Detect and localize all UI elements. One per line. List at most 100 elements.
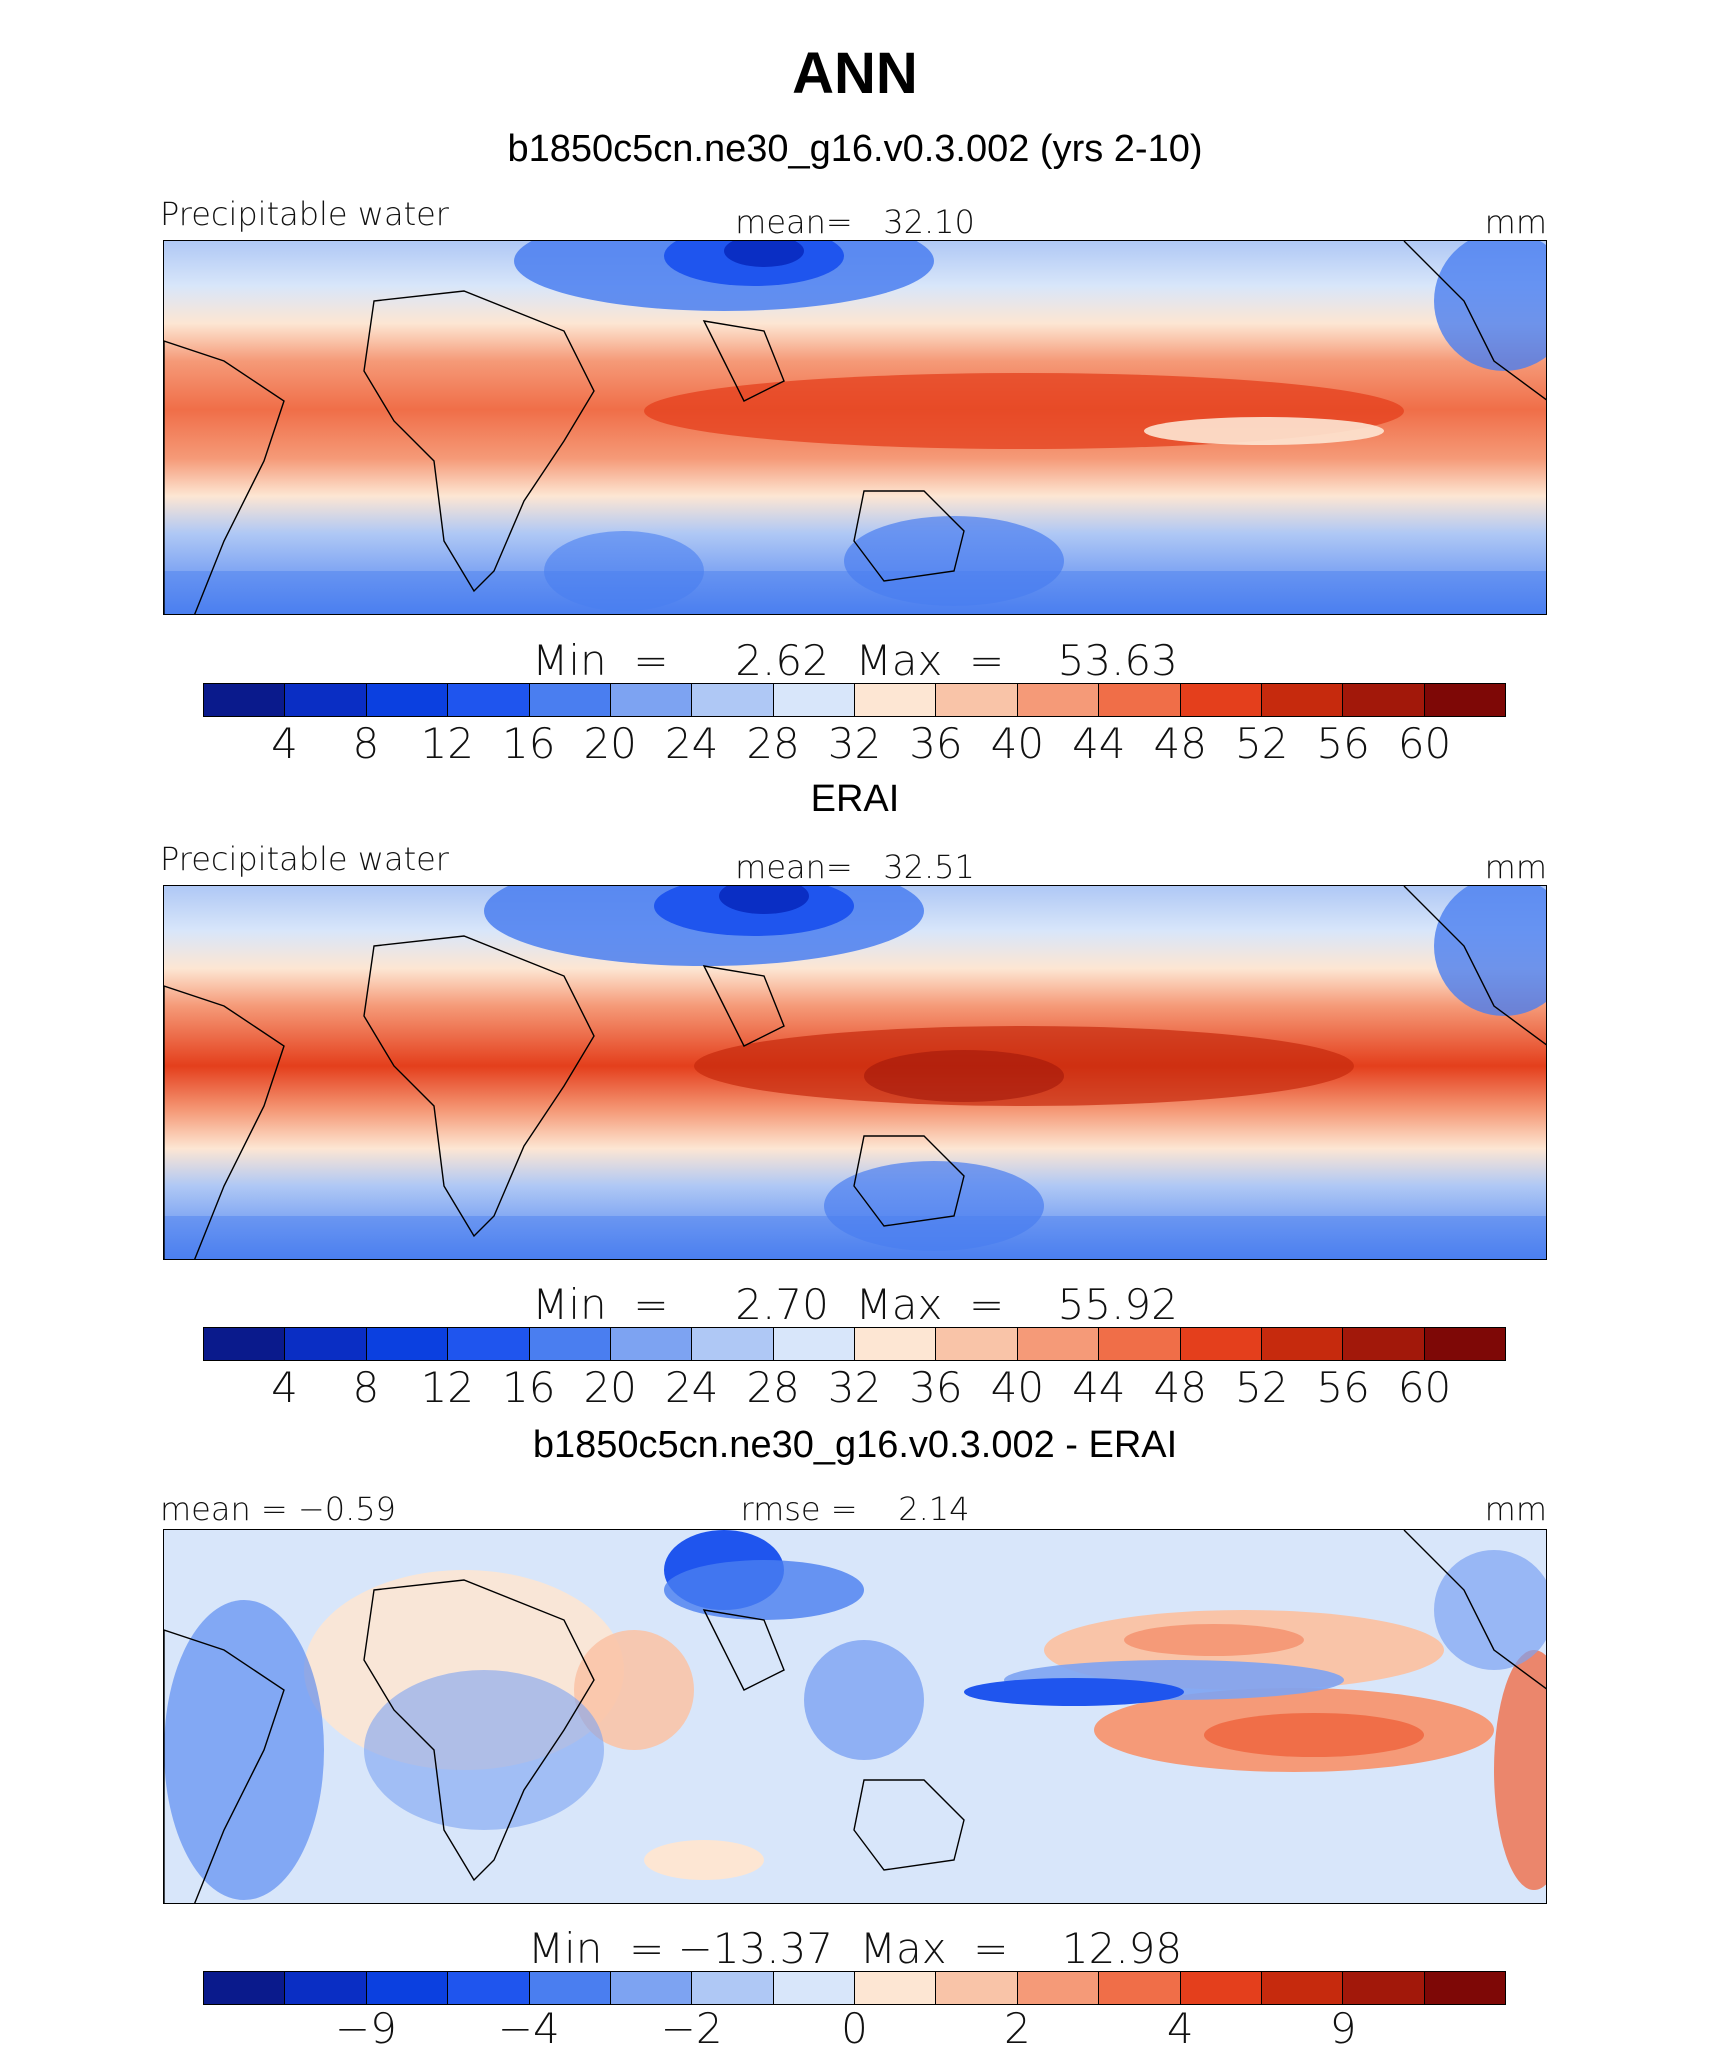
- panel-3-units-label: mm: [1484, 1490, 1547, 1528]
- colorbar-cell: [1261, 1972, 1344, 2004]
- panel-1-minmax: Min = 2.62 Max = 53.63: [532, 636, 1178, 685]
- panel-2-colorbar: [203, 1327, 1506, 1361]
- colorbar-cell: [936, 684, 1018, 716]
- colorbar-cell: [1017, 1328, 1100, 1360]
- colorbar-tick-label: 44: [1072, 1363, 1126, 1412]
- panel-3-mean-label: mean = −0.59: [160, 1490, 396, 1528]
- panel-1-variable-label: Precipitable water: [160, 195, 449, 233]
- panel-2-minmax: Min = 2.70 Max = 55.92: [532, 1280, 1178, 1329]
- panel-3-colorbar: [203, 1971, 1506, 2005]
- colorbar-cell: [285, 1328, 367, 1360]
- colorbar-cell: [1343, 684, 1425, 716]
- colorbar-tick-label: 24: [664, 1363, 719, 1412]
- colorbar-tick-label: 9: [1329, 2004, 1357, 2053]
- colorbar-cell: [936, 1328, 1018, 1360]
- colorbar-tick-label: 20: [583, 1363, 637, 1412]
- colorbar-tick-label: 52: [1234, 719, 1289, 768]
- colorbar-cell: [1424, 1972, 1505, 2004]
- panel-3-map-svg: [164, 1530, 1546, 1903]
- colorbar-cell: [1424, 1328, 1505, 1360]
- colorbar-cell: [1180, 1328, 1262, 1360]
- colorbar-cell: [1099, 684, 1181, 716]
- colorbar-cell: [204, 1328, 286, 1360]
- colorbar-tick-label: 16: [502, 1363, 556, 1412]
- colorbar-tick-label: 12: [420, 1363, 475, 1412]
- colorbar-tick-label: 48: [1153, 719, 1207, 768]
- colorbar-tick-label: 36: [909, 719, 963, 768]
- colorbar-cell: [610, 684, 693, 716]
- panel-2-colorbar-ticks: 4 8 12 16 20 24 28 32 36 40 44 48 52 56 …: [203, 1363, 1506, 1413]
- panel-3-minmax: Min = −13.37 Max = 12.98: [527, 1924, 1183, 1973]
- panel-3-subtitle: b1850c5cn.ne30_g16.v0.3.002 - ERAI: [532, 1424, 1178, 1466]
- panel-3-rmse-label: rmse = 2.14: [740, 1490, 970, 1528]
- colorbar-cell: [448, 684, 530, 716]
- colorbar-cell: [773, 1328, 855, 1360]
- colorbar-cell: [1261, 684, 1344, 716]
- colorbar-cell: [285, 684, 367, 716]
- colorbar-tick-label: 4: [1166, 2004, 1194, 2053]
- colorbar-tick-label: 20: [583, 719, 637, 768]
- colorbar-cell: [1180, 1972, 1262, 2004]
- colorbar-tick-label: −9: [334, 2004, 397, 2053]
- colorbar-tick-label: 32: [827, 1363, 882, 1412]
- colorbar-tick-label: 4: [271, 1363, 298, 1412]
- panel-3-map: [163, 1529, 1547, 1904]
- colorbar-cell: [692, 684, 774, 716]
- panel-2-variable-label: Precipitable water: [160, 840, 449, 878]
- colorbar-tick-label: 56: [1316, 719, 1370, 768]
- colorbar-tick-label: −4: [497, 2004, 560, 2053]
- panel-1-subtitle: b1850c5cn.ne30_g16.v0.3.002 (yrs 2-10): [507, 128, 1203, 170]
- colorbar-tick-label: 8: [352, 1363, 380, 1412]
- panel-1-map-svg: [164, 241, 1546, 614]
- colorbar-cell: [448, 1972, 530, 2004]
- colorbar-tick-label: 48: [1153, 1363, 1207, 1412]
- colorbar-cell: [1017, 1972, 1100, 2004]
- colorbar-cell: [285, 1972, 367, 2004]
- panel-2-units-label: mm: [1484, 848, 1547, 886]
- colorbar-cell: [1343, 1328, 1425, 1360]
- colorbar-tick-label: 44: [1072, 719, 1126, 768]
- colorbar-cell: [855, 1972, 937, 2004]
- colorbar-cell: [1261, 1328, 1344, 1360]
- colorbar-tick-label: 60: [1397, 1363, 1452, 1412]
- panel-1-units-label: mm: [1484, 203, 1547, 241]
- colorbar-cell: [529, 684, 611, 716]
- colorbar-tick-label: 60: [1397, 719, 1452, 768]
- colorbar-tick-label: 32: [827, 719, 882, 768]
- colorbar-tick-label: 40: [990, 719, 1045, 768]
- colorbar-tick-label: 36: [909, 1363, 963, 1412]
- colorbar-cell: [366, 1328, 449, 1360]
- colorbar-cell: [610, 1328, 693, 1360]
- colorbar-cell: [773, 684, 855, 716]
- colorbar-cell: [529, 1328, 611, 1360]
- panel-1-map: [163, 240, 1547, 615]
- colorbar-cell: [1180, 684, 1262, 716]
- colorbar-cell: [204, 684, 286, 716]
- colorbar-cell: [692, 1328, 774, 1360]
- panel-2-map: [163, 885, 1547, 1260]
- panel-2-map-svg: [164, 886, 1546, 1259]
- panel-3-colorbar-ticks: −9 −4 −2 0 2 4 9: [203, 2004, 1506, 2054]
- panel-1-mean-label: mean= 32.10: [735, 203, 975, 241]
- panel-1-colorbar-ticks: 4 8 12 16 20 24 28 32 36 40 44 48 52 56 …: [203, 719, 1506, 769]
- colorbar-cell: [1099, 1972, 1181, 2004]
- colorbar-tick-label: 56: [1316, 1363, 1370, 1412]
- colorbar-cell: [1343, 1972, 1425, 2004]
- colorbar-cell: [448, 1328, 530, 1360]
- colorbar-cell: [773, 1972, 855, 2004]
- colorbar-cell: [366, 1972, 449, 2004]
- colorbar-cell: [529, 1972, 611, 2004]
- panel-2-mean-label: mean= 32.51: [735, 848, 975, 886]
- panel-2-subtitle: ERAI: [810, 778, 900, 820]
- colorbar-tick-label: 12: [420, 719, 475, 768]
- colorbar-cell: [366, 684, 449, 716]
- colorbar-tick-label: 2: [1004, 2004, 1031, 2053]
- colorbar-tick-label: 0: [841, 2004, 868, 2053]
- colorbar-cell: [692, 1972, 774, 2004]
- colorbar-tick-label: 8: [352, 719, 380, 768]
- colorbar-tick-label: 24: [664, 719, 719, 768]
- figure-title: ANN: [792, 41, 918, 106]
- colorbar-cell: [1017, 684, 1100, 716]
- colorbar-cell: [610, 1972, 693, 2004]
- panel-1-colorbar: [203, 683, 1506, 717]
